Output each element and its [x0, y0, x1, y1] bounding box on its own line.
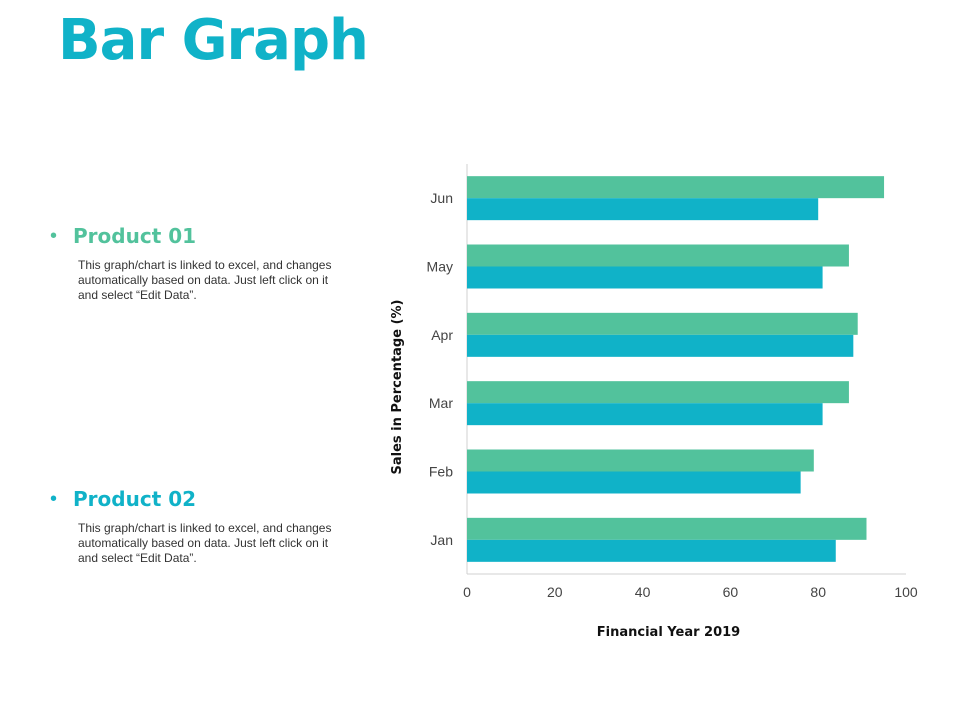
bar-may-product-02: [467, 266, 823, 289]
bar-apr-product-01: [467, 312, 858, 335]
bar-jan-product-01: [467, 517, 867, 540]
bar-may-product-01: [467, 244, 849, 267]
product-02-description: This graph/chart is linked to excel, and…: [78, 521, 332, 565]
y-tick-label: Feb: [429, 464, 453, 480]
x-tick-label: 60: [723, 584, 739, 600]
bar-feb-product-01: [467, 449, 814, 472]
y-tick-label: Apr: [431, 327, 453, 343]
y-tick-label: May: [427, 259, 453, 275]
bullet-icon: •: [50, 225, 58, 247]
bar-feb-product-02: [467, 471, 801, 494]
bar-jun-product-01: [467, 176, 885, 199]
product-01-name: Product 01: [73, 224, 197, 248]
y-tick-label: Jan: [430, 532, 453, 548]
y-tick-label: Jun: [430, 190, 453, 206]
x-axis-title: Financial Year 2019: [597, 625, 740, 640]
bar-jun-product-02: [467, 198, 819, 221]
y-axis-title: Sales in Percentage (%): [390, 300, 405, 475]
page-title: Bar Graph: [58, 8, 369, 73]
x-tick-label: 40: [635, 584, 651, 600]
product-01-description: This graph/chart is linked to excel, and…: [78, 258, 332, 302]
bar-apr-product-02: [467, 334, 854, 357]
bullet-icon: •: [50, 488, 58, 510]
x-tick-label: 0: [463, 584, 471, 600]
bar-mar-product-01: [467, 381, 849, 404]
product-02-name: Product 02: [73, 487, 197, 511]
x-tick-label: 80: [810, 584, 826, 600]
legend-product-02: • Product 02 This graph/chart is linked …: [50, 487, 350, 566]
bar-jan-product-02: [467, 539, 836, 562]
y-tick-label: Mar: [429, 395, 453, 411]
x-tick-label: 100: [894, 584, 918, 600]
bar-mar-product-02: [467, 403, 823, 426]
legend-product-01: • Product 01 This graph/chart is linked …: [50, 224, 350, 303]
x-tick-label: 20: [547, 584, 563, 600]
